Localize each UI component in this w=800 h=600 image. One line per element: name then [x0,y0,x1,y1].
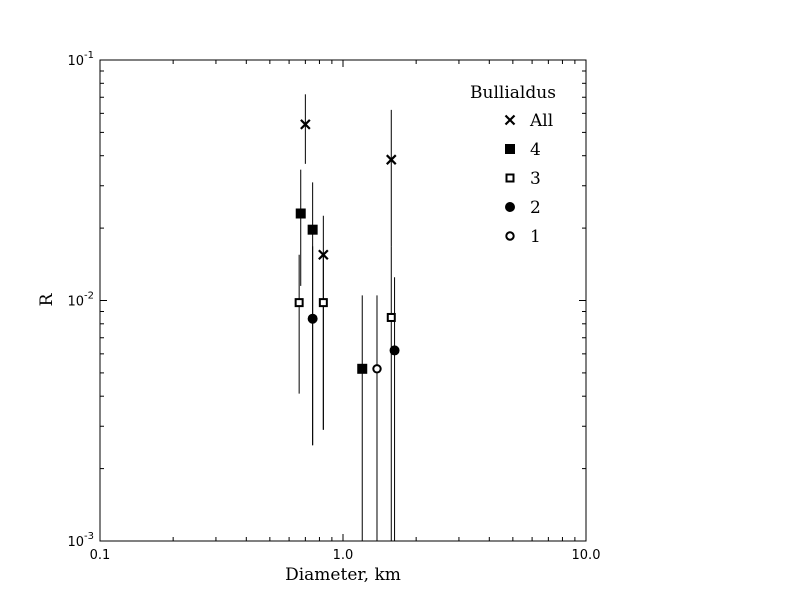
series-3 [294,246,396,541]
series-2 [307,246,400,541]
legend-marker [505,231,515,241]
plot-frame [99,59,587,542]
legend-item-3: 3 [505,169,541,189]
data-point-marker [318,298,328,308]
series-4 [295,169,368,541]
legend-label: 3 [530,169,541,189]
legend-label: 1 [530,227,541,247]
data-point-marker [357,363,368,374]
data-point-marker [385,154,397,165]
legend-label: All [529,111,553,131]
legend-marker [505,202,515,212]
axis-tick-labels: 0.1 1.0 10.0 10-3 10-2 10-1 [67,50,600,563]
data-point-marker [300,119,311,130]
legend-marker [505,144,515,154]
x-tick-label: 1.0 [333,548,354,563]
x-axis-title: Diameter, km [285,565,401,585]
x-tick-label: 0.1 [90,548,111,563]
legend-item-all: All [504,111,553,131]
legend-marker [505,173,515,183]
data-point-marker [294,298,304,308]
data-point-marker [389,345,400,356]
legend-marker [504,114,516,126]
data-point-marker [295,208,306,219]
data-marks [294,94,400,541]
y-axis-title: R [37,292,57,306]
legend-label: 2 [530,198,541,218]
data-point-marker [372,364,382,374]
y-tick-label: 10-2 [67,291,94,310]
legend-item-4: 4 [505,140,541,160]
legend-title: Bullialdus [470,83,556,103]
data-point-marker [307,313,318,324]
legend-label: 4 [530,140,541,160]
y-tick-label: 10-1 [67,50,94,69]
y-tick-label: 10-3 [67,531,94,550]
legend-item-1: 1 [505,227,541,247]
data-point-marker [307,224,318,235]
axis-ticks [99,60,587,542]
legend: Bullialdus All 4 3 2 1 [470,83,556,247]
plot-area [99,59,587,542]
legend-item-2: 2 [505,198,541,218]
data-point-marker [386,312,396,322]
series-1 [372,295,382,541]
series-all [300,94,397,430]
x-tick-label: 10.0 [572,548,601,563]
